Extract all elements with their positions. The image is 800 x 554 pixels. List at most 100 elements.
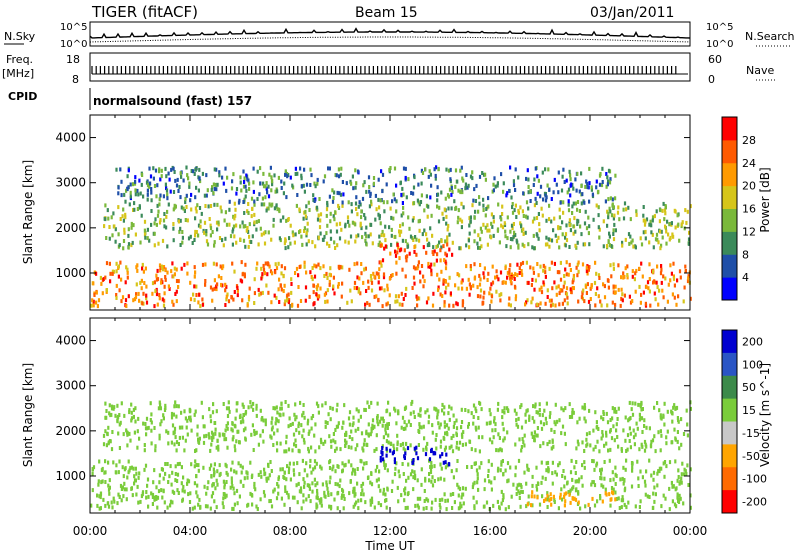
scatter-cell [478, 201, 481, 206]
scatter-cell [565, 178, 568, 183]
scatter-cell [538, 228, 541, 233]
scatter-cell [339, 447, 342, 452]
scatter-cell [352, 489, 355, 494]
nsky-panel: N.Sky 10^5 10^0 10^5 10^0 N.Search [4, 21, 795, 50]
scatter-cell [324, 401, 327, 406]
scatter-cell [418, 238, 421, 243]
scatter-cell [186, 418, 189, 423]
scatter-cell [199, 179, 202, 184]
scatter-cell [595, 185, 598, 190]
scatter-cell [216, 438, 219, 443]
scatter-cell [313, 477, 316, 482]
scatter-cell [451, 252, 454, 257]
scatter-cell [642, 230, 645, 235]
scatter-cell [141, 173, 144, 177]
scatter-cell [401, 267, 404, 272]
scatter-cell [634, 401, 637, 406]
scatter-cell [124, 298, 128, 303]
scatter-cell [120, 193, 123, 198]
scatter-cell [129, 194, 132, 199]
scatter-cell [117, 232, 120, 237]
scatter-cell [195, 209, 198, 214]
scatter-cell [114, 227, 117, 232]
scatter-cell [385, 302, 388, 307]
scatter-cell [487, 468, 490, 473]
scatter-cell [504, 266, 507, 270]
scatter-cell [193, 297, 196, 302]
scatter-cell [597, 427, 600, 431]
scatter-cell [218, 173, 221, 178]
scatter-cell [275, 405, 278, 410]
scatter-cell [337, 421, 340, 426]
scatter-cell [550, 197, 553, 201]
scatter-cell [533, 434, 536, 439]
scatter-cell [252, 189, 255, 194]
scatter-cell [592, 447, 595, 452]
scatter-cell [117, 431, 120, 436]
scatter-cell [335, 408, 338, 413]
colorbar-segment [722, 162, 737, 187]
scatter-cell [296, 171, 299, 176]
scatter-cell [445, 507, 448, 512]
scatter-cell [212, 435, 215, 440]
scatter-cell [571, 411, 574, 415]
scatter-cell [526, 408, 529, 413]
scatter-cell [160, 419, 163, 424]
scatter-cell [325, 207, 329, 212]
scatter-cell [407, 475, 410, 480]
scatter-cell [624, 415, 627, 420]
scatter-cell [568, 169, 571, 174]
scatter-cell [572, 276, 575, 281]
scatter-cell [315, 285, 318, 290]
scatter-cell [167, 202, 170, 207]
scatter-cell [480, 244, 483, 249]
scatter-cell [90, 503, 93, 508]
scatter-cell [337, 490, 340, 495]
scatter-cell [306, 483, 309, 488]
scatter-cell [612, 284, 615, 289]
scatter-cell [615, 497, 618, 501]
colorbar-segment [722, 185, 737, 209]
scatter-cell [637, 476, 640, 481]
scatter-cell [640, 401, 643, 406]
velocity-scatter [90, 399, 692, 512]
scatter-cell [340, 227, 343, 232]
scatter-cell [226, 292, 229, 297]
scatter-cell [685, 408, 688, 413]
scatter-cell [375, 478, 378, 483]
scatter-cell [139, 499, 142, 504]
scatter-cell [114, 239, 117, 244]
scatter-cell [586, 182, 589, 186]
scatter-cell [662, 274, 665, 279]
scatter-cell [96, 304, 99, 309]
scatter-cell [285, 440, 288, 445]
scatter-cell [544, 242, 548, 247]
scatter-cell [172, 238, 175, 243]
scatter-cell [387, 440, 390, 445]
scatter-cell [253, 202, 256, 207]
scatter-cell [143, 232, 147, 237]
scatter-cell [190, 192, 193, 197]
scatter-cell [177, 219, 180, 224]
scatter-cell [380, 243, 383, 248]
scatter-cell [126, 275, 129, 280]
scatter-cell [445, 253, 448, 258]
scatter-cell [224, 437, 228, 442]
scatter-cell [164, 277, 167, 282]
scatter-cell [569, 177, 572, 182]
scatter-cell [214, 427, 217, 432]
scatter-cell [359, 221, 362, 226]
scatter-cell [548, 244, 551, 249]
scatter-cell [648, 277, 651, 281]
scatter-cell [232, 172, 235, 177]
scatter-cell [235, 439, 238, 444]
scatter-cell [433, 464, 436, 469]
scatter-cell [363, 438, 366, 443]
scatter-cell [544, 497, 547, 502]
scatter-cell [312, 198, 315, 202]
scatter-cell [598, 449, 601, 454]
scatter-cell [677, 497, 681, 502]
scatter-cell [581, 192, 584, 197]
scatter-cell [123, 230, 126, 235]
scatter-cell [576, 479, 579, 484]
